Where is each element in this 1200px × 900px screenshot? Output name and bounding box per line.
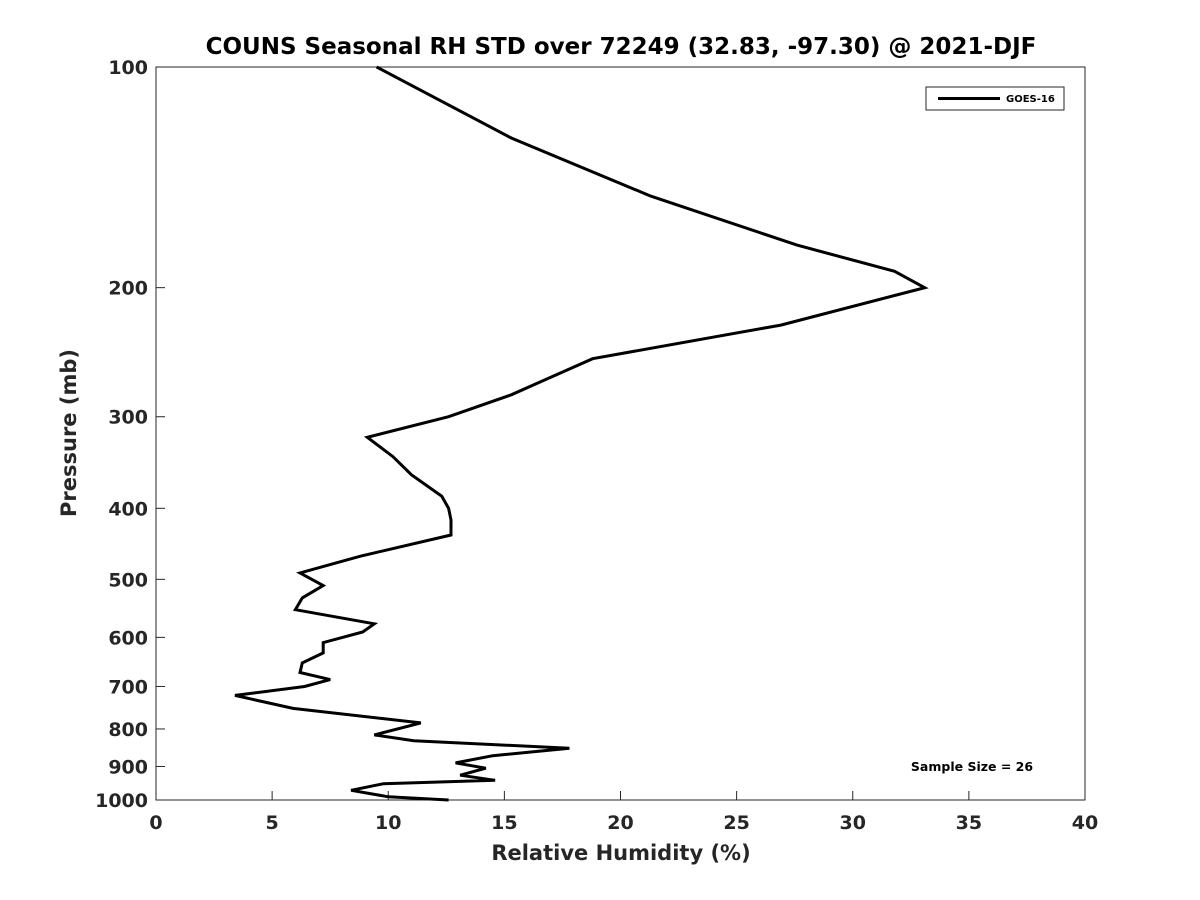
x-tick-label: 10: [375, 812, 401, 834]
x-axis-label: Relative Humidity (%): [491, 841, 750, 865]
y-tick-label: 600: [108, 627, 148, 649]
x-tick-label: 25: [723, 812, 749, 834]
y-tick-label: 500: [108, 569, 148, 591]
y-tick-label: 200: [108, 278, 148, 300]
y-tick-label: 400: [108, 498, 148, 520]
x-tick-label: 35: [956, 812, 982, 834]
x-tick-label: 0: [149, 812, 162, 834]
y-tick-label: 1000: [95, 790, 148, 812]
x-tick-label: 40: [1072, 812, 1098, 834]
y-tick-label: 900: [108, 756, 148, 778]
y-tick-label: 300: [108, 407, 148, 429]
x-tick-label: 15: [491, 812, 517, 834]
axes: 0 5 10 15 20 25 30 35 40 100 200 300 400 500 600 700 800…: [95, 57, 1098, 834]
x-tick-label: 20: [607, 812, 633, 834]
y-tick-label: 100: [108, 57, 148, 79]
y-tick-label: 800: [108, 719, 148, 741]
series-line-goes-16: [234, 65, 929, 802]
y-tick-label: 700: [108, 676, 148, 698]
series-group: [234, 65, 929, 802]
y-axis-label: Pressure (mb): [57, 349, 81, 517]
legend-label: GOES-16: [1006, 94, 1055, 105]
x-tick-label: 5: [266, 812, 279, 834]
chart-title: COUNS Seasonal RH STD over 72249 (32.83,…: [206, 34, 1037, 60]
plot-frame: [155, 66, 1086, 801]
legend: GOES-16: [925, 86, 1065, 111]
x-tick-label: 30: [840, 812, 866, 834]
sample-size-annotation: Sample Size = 26: [911, 759, 1033, 774]
